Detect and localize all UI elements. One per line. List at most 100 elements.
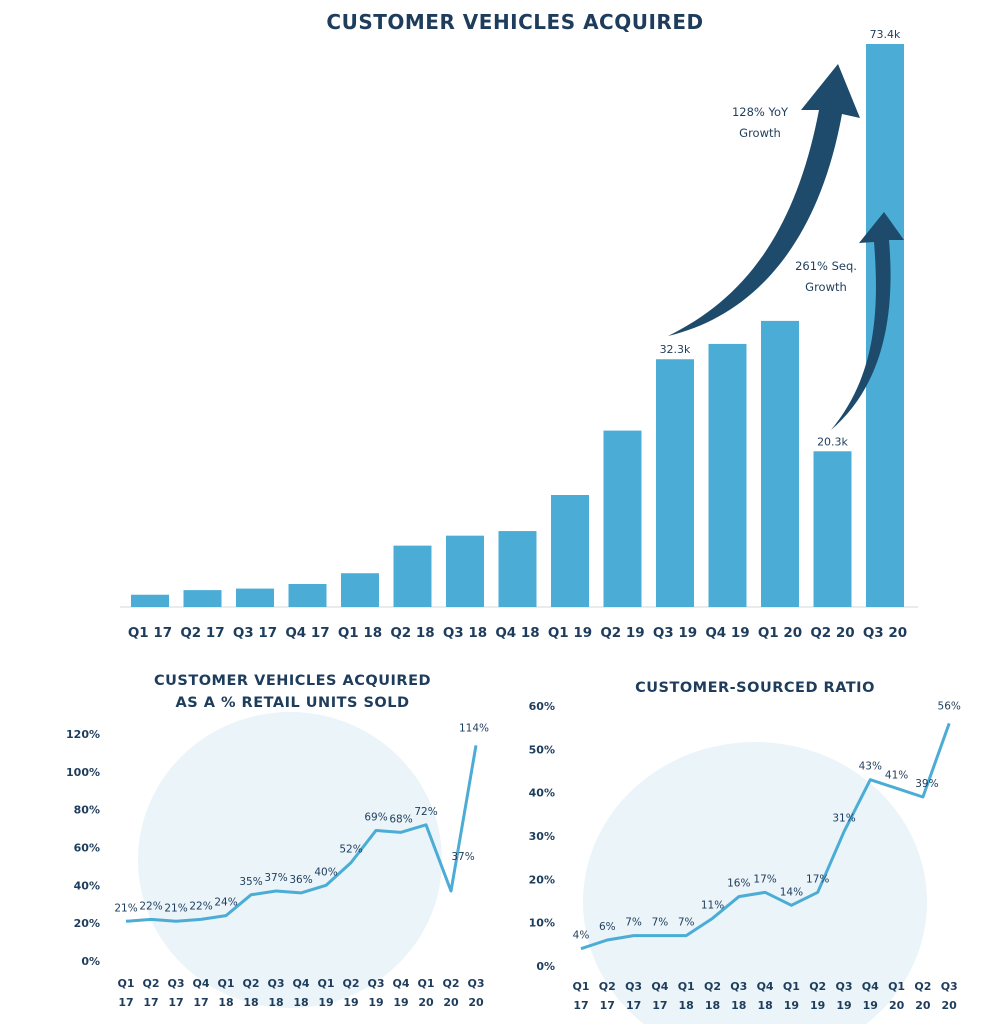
x-tick-label: 19: [836, 999, 851, 1012]
bar: [813, 451, 852, 607]
bar-category-label: Q4 17: [285, 625, 329, 641]
x-tick-label: 17: [626, 999, 641, 1012]
x-tick-label: Q4: [392, 977, 409, 990]
x-tick-label: Q2: [442, 977, 459, 990]
x-tick-label: Q4: [862, 980, 879, 993]
x-tick-label: Q3: [730, 980, 747, 993]
x-tick-label: 19: [318, 996, 333, 1009]
data-label: 4%: [573, 930, 590, 942]
x-tick-label: Q4: [292, 977, 309, 990]
y-tick-label: 50%: [529, 743, 555, 756]
x-tick-label: 19: [810, 999, 825, 1012]
x-tick-label: Q4: [757, 980, 774, 993]
left-chart-title-line2: AS A % RETAIL UNITS SOLD: [175, 695, 410, 711]
bar: [183, 590, 222, 607]
x-tick-label: 17: [118, 996, 133, 1009]
data-label: 114%: [459, 722, 489, 734]
data-label: 72%: [414, 806, 437, 818]
x-tick-label: 18: [705, 999, 720, 1012]
y-tick-label: 60%: [529, 700, 555, 713]
series-line: [125, 745, 478, 923]
bar-category-label: Q3 19: [653, 625, 697, 641]
y-tick-label: 120%: [66, 728, 100, 741]
data-label: 56%: [938, 700, 961, 712]
x-tick-label: 20: [443, 996, 459, 1009]
yoy-growth-label: Growth: [739, 126, 781, 140]
y-tick-label: 10%: [529, 917, 555, 930]
seq-growth-label: 261% Seq.: [795, 259, 857, 273]
data-label: 7%: [678, 917, 695, 929]
data-label: 39%: [915, 778, 938, 790]
bar: [551, 495, 589, 607]
data-label: 52%: [339, 844, 362, 856]
x-tick-label: 18: [293, 996, 308, 1009]
x-tick-label: Q3: [941, 980, 958, 993]
data-label: 22%: [139, 900, 162, 912]
data-label: 16%: [727, 878, 750, 890]
bar: [393, 545, 432, 607]
bar: [708, 343, 747, 607]
data-label: 7%: [625, 917, 642, 929]
x-tick-label: Q3: [835, 980, 852, 993]
y-tick-label: 100%: [66, 766, 100, 779]
bar: [446, 535, 484, 607]
x-tick-label: Q4: [192, 977, 209, 990]
bar-data-label: 32.3k: [660, 343, 691, 356]
series-line: [580, 722, 951, 951]
bar-category-label: Q3 20: [863, 625, 907, 641]
y-tick-label: 0%: [81, 955, 100, 968]
x-tick-label: 19: [863, 999, 878, 1012]
data-label: 7%: [652, 917, 669, 929]
bar-category-label: Q2 18: [390, 625, 434, 641]
data-label: 37%: [264, 872, 287, 884]
x-tick-label: 18: [679, 999, 694, 1012]
bars-layer: Q1 17 Q2 17 Q3 17 Q4 17 Q1 18 Q2 18 Q3 18 Q4 18…: [120, 28, 918, 641]
x-tick-label: 17: [193, 996, 208, 1009]
y-tick-label: 40%: [74, 879, 100, 892]
bar: [498, 531, 537, 607]
bar: [288, 583, 327, 607]
data-label: 11%: [701, 899, 724, 911]
y-tick-label: 60%: [74, 842, 100, 855]
y-tick-label: 20%: [529, 873, 555, 886]
x-tick-label: Q2: [809, 980, 826, 993]
right-chart-title: CUSTOMER-SOURCED RATIO: [635, 680, 875, 696]
x-tick-label: 19: [393, 996, 408, 1009]
bar: [656, 359, 694, 607]
x-tick-label: Q2: [914, 980, 931, 993]
main-chart-title: CUSTOMER VEHICLES ACQUIRED: [326, 10, 704, 34]
bar-category-label: Q2 20: [810, 625, 854, 641]
yoy-growth-label: 128% YoY: [732, 105, 789, 119]
data-label: 21%: [114, 902, 137, 914]
seq-growth-arrow: [831, 212, 904, 430]
data-label: 24%: [214, 897, 237, 909]
bar-category-label: Q4 18: [495, 625, 539, 641]
x-tick-label: Q2: [599, 980, 616, 993]
data-label: 41%: [885, 769, 908, 781]
bar-category-label: Q4 19: [705, 625, 749, 641]
x-tick-label: Q1: [888, 980, 905, 993]
x-tick-label: Q2: [704, 980, 721, 993]
x-tick-label: 20: [942, 999, 958, 1012]
y-tick-label: 20%: [74, 917, 100, 930]
x-tick-label: Q1: [678, 980, 695, 993]
data-label: 21%: [164, 902, 187, 914]
x-tick-label: 20: [468, 996, 484, 1009]
x-tick-label: 19: [343, 996, 358, 1009]
data-label: 22%: [189, 900, 212, 912]
x-tick-label: 18: [243, 996, 258, 1009]
data-label: 69%: [364, 811, 387, 823]
bar-category-label: Q1 20: [758, 625, 802, 641]
x-tick-label: 17: [573, 999, 588, 1012]
x-tick-label: 17: [168, 996, 183, 1009]
data-label: 6%: [599, 921, 616, 933]
data-label: 40%: [314, 866, 337, 878]
x-tick-label: 18: [268, 996, 283, 1009]
bar-category-label: Q2 17: [180, 625, 224, 641]
left-chart-title: CUSTOMER VEHICLES ACQUIRED AS A % RETAIL…: [90, 670, 495, 714]
x-tick-label: Q1: [117, 977, 134, 990]
customer-sourced-ratio-line-chart: 0% 10% 20% 30% 40% 50% 60% Q1 17 Q2 17 Q3 17 Q4 17 Q1 18…: [529, 700, 961, 1024]
y-tick-label: 80%: [74, 804, 100, 817]
x-tick-label: 18: [731, 999, 746, 1012]
